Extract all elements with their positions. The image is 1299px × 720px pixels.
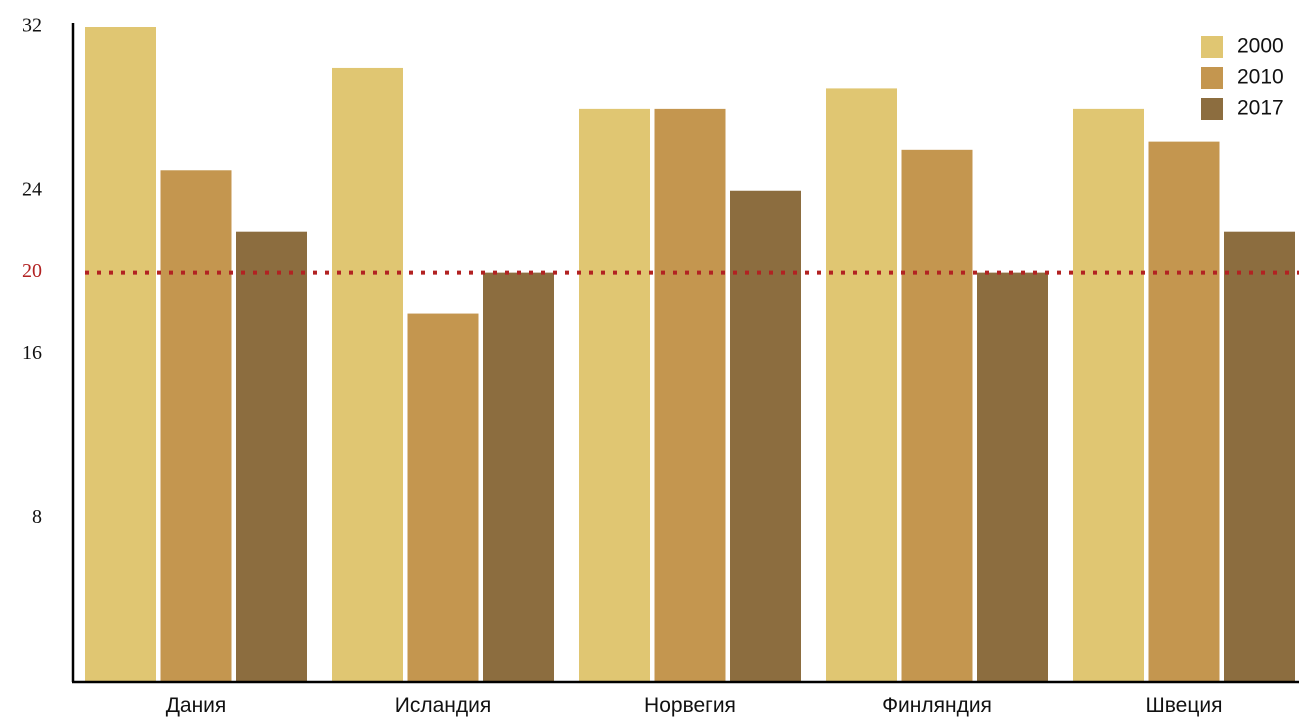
x-tick-label: Дания	[166, 694, 227, 717]
bar-2000-4	[1073, 108, 1144, 682]
y-tick-label: 16	[22, 342, 42, 364]
bar-2000-0	[85, 27, 156, 682]
bar-2017-3	[977, 272, 1048, 682]
bar-2010-1	[407, 313, 479, 682]
legend: 2000 2010 2017	[1201, 35, 1284, 120]
y-tick-label: 8	[32, 506, 42, 528]
y-tick-label: 32	[22, 15, 42, 37]
y-tick-labels: 8 16 20 24 32	[22, 15, 42, 528]
x-tick-label: Швеция	[1146, 694, 1223, 717]
legend-label: 2010	[1237, 66, 1284, 89]
bar-2017-1	[483, 272, 554, 682]
y-tick-label: 24	[22, 178, 42, 200]
legend-swatch-2010	[1201, 67, 1223, 89]
bar-2000-3	[826, 88, 897, 682]
bar-2010-0	[160, 170, 232, 682]
x-tick-label: Финляндия	[882, 694, 992, 717]
bar-2010-4	[1148, 141, 1220, 682]
legend-label: 2017	[1237, 97, 1284, 120]
bar-2000-2	[579, 108, 650, 682]
x-tick-label: Исландия	[395, 694, 491, 717]
bar-2017-4	[1224, 231, 1295, 682]
legend-swatch-2017	[1201, 98, 1223, 120]
bar-2010-2	[654, 108, 726, 682]
legend-swatch-2000	[1201, 36, 1223, 58]
bars-layer	[85, 27, 1295, 682]
x-tick-labels: Дания Исландия Норвегия Финляндия Швеция	[166, 694, 1223, 717]
y-tick-label: 20	[22, 260, 42, 282]
bar-2017-0	[236, 231, 307, 682]
bar-2000-1	[332, 67, 403, 682]
axes-layer	[71, 23, 1299, 684]
x-tick-label: Норвегия	[644, 694, 736, 717]
bar-2017-2	[730, 190, 801, 682]
bar-2010-3	[901, 149, 973, 682]
legend-label: 2000	[1237, 35, 1284, 58]
